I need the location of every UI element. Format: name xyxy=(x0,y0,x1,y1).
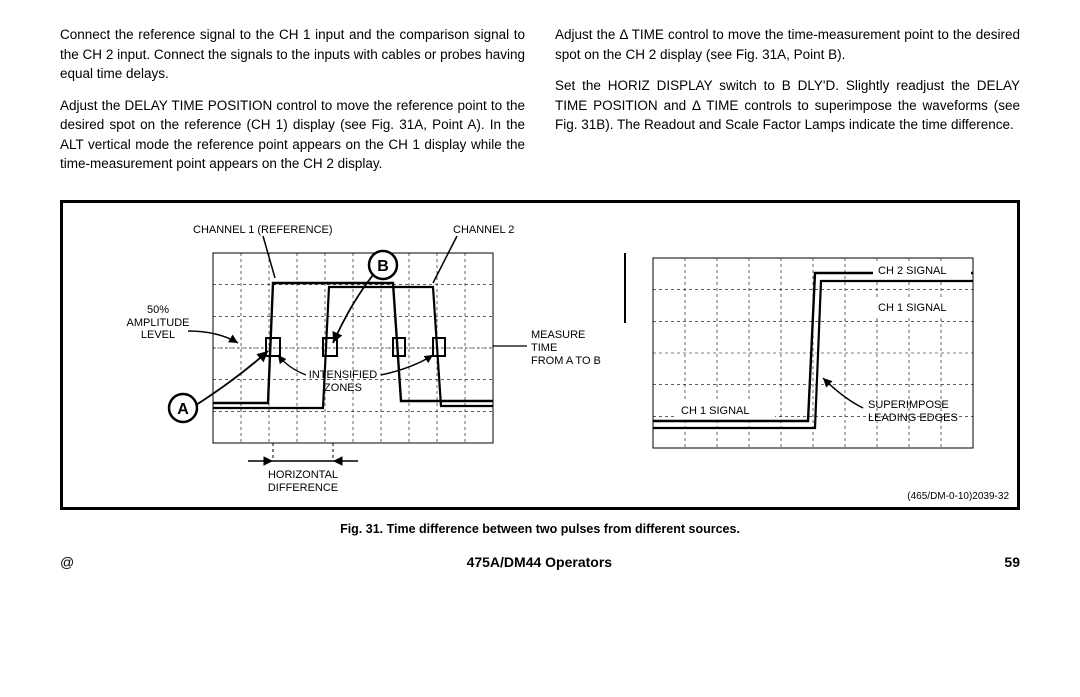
figure-31: A B CHANNEL 1 (REFERENCE) CHANNEL 2 50% … xyxy=(60,200,1020,510)
label-horiz: HORIZONTAL xyxy=(268,469,338,481)
para-1: Connect the reference signal to the CH 1… xyxy=(60,25,525,84)
para-2: Adjust the DELAY TIME POSITION control t… xyxy=(60,96,525,174)
label-measure: MEASURE xyxy=(531,329,585,341)
para-3: Adjust the Δ TIME control to move the ti… xyxy=(555,25,1020,64)
label-ch1-signal-bot: CH 1 SIGNAL xyxy=(681,405,749,417)
figure-svg: A B CHANNEL 1 (REFERENCE) CHANNEL 2 50% … xyxy=(63,203,1017,507)
label-fromab: FROM A TO B xyxy=(531,355,601,367)
figure-code: (465/DM-0-10)2039-32 xyxy=(907,491,1009,502)
marker-a-label: A xyxy=(177,401,189,418)
label-superimpose2: LEADING EDGES xyxy=(868,412,958,424)
label-amp50: 50% xyxy=(147,304,169,316)
column-right: Adjust the Δ TIME control to move the ti… xyxy=(555,25,1020,186)
para-4: Set the HORIZ DISPLAY switch to B DLY'D.… xyxy=(555,76,1020,135)
body-columns: Connect the reference signal to the CH 1… xyxy=(60,25,1020,186)
at-symbol: @ xyxy=(60,554,74,570)
label-superimpose1: SUPERIMPOSE xyxy=(868,399,949,411)
label-level: LEVEL xyxy=(141,329,175,341)
label-ch1-ref: CHANNEL 1 (REFERENCE) xyxy=(193,224,333,236)
label-ch2: CHANNEL 2 xyxy=(453,224,514,236)
label-time: TIME xyxy=(531,342,557,354)
footer-title: 475A/DM44 Operators xyxy=(467,554,613,570)
page-number: 59 xyxy=(1004,554,1020,570)
label-intensified: INTENSIFIED xyxy=(309,369,378,381)
page-footer: @ 475A/DM44 Operators 59 xyxy=(60,554,1020,570)
label-ch2-signal: CH 2 SIGNAL xyxy=(878,265,946,277)
label-zones: ZONES xyxy=(324,382,362,394)
label-amplitude: AMPLITUDE xyxy=(127,317,190,329)
label-ch1-signal-top: CH 1 SIGNAL xyxy=(878,302,946,314)
marker-b-label: B xyxy=(377,258,389,275)
label-diff: DIFFERENCE xyxy=(268,482,338,494)
figure-caption: Fig. 31. Time difference between two pul… xyxy=(60,522,1020,536)
column-left: Connect the reference signal to the CH 1… xyxy=(60,25,525,186)
